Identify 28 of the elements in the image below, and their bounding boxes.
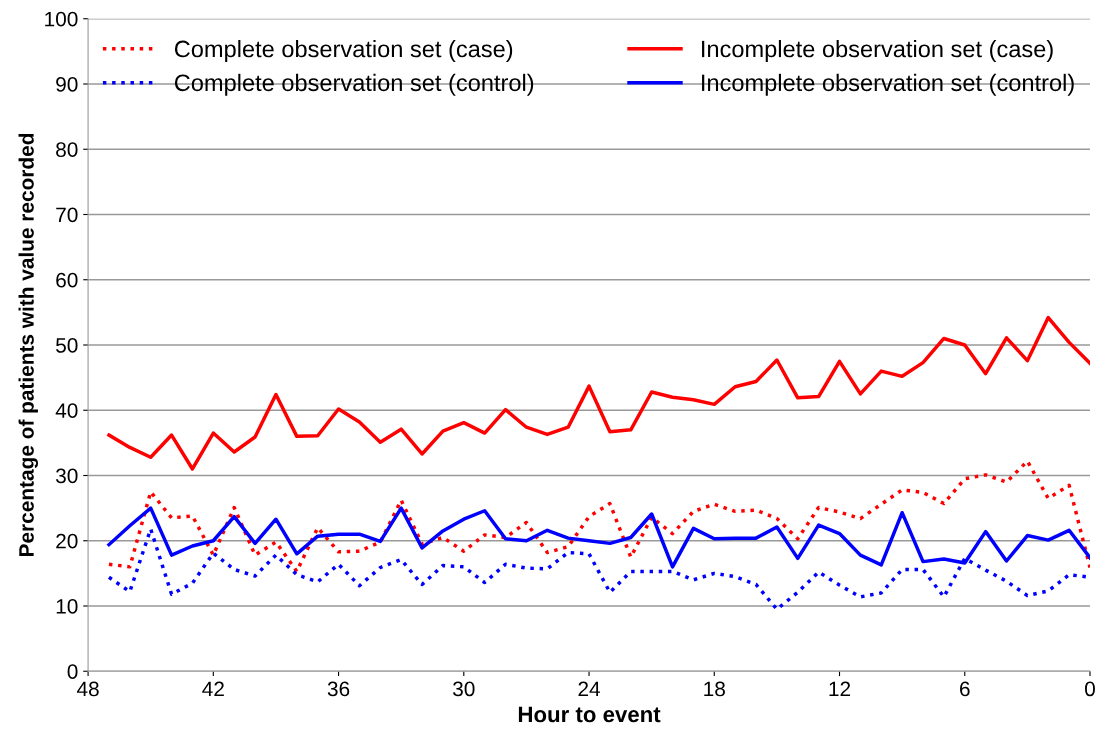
y-tick-label: 60 xyxy=(56,272,78,288)
x-tick-label: 6 xyxy=(960,681,970,697)
y-tick-label: 30 xyxy=(55,468,78,484)
x-tick-label: 30 xyxy=(453,681,475,697)
x-tick-label: 48 xyxy=(76,681,99,697)
x-tick-label: 0 xyxy=(1085,681,1095,697)
y-tick-label: 50 xyxy=(56,338,78,353)
y-axis-title: Percentage of patients with value recorded xyxy=(18,133,39,557)
legend-label: Incomplete observation set (case) xyxy=(702,40,1053,63)
y-tick-label: 0 xyxy=(67,664,78,679)
x-tick-label: 18 xyxy=(704,681,725,697)
legend-label: Incomplete observation set (control) xyxy=(702,73,1074,96)
x-tick-label: 36 xyxy=(327,681,350,697)
y-tick-label: 20 xyxy=(56,533,78,549)
y-tick-label: 100 xyxy=(45,11,78,27)
x-axis-title: Hour to event xyxy=(518,706,661,723)
y-tick-label: 70 xyxy=(56,207,78,223)
y-tick-label: 80 xyxy=(56,142,78,157)
line-series xyxy=(107,459,1090,574)
x-tick-label: 12 xyxy=(829,681,851,697)
legend-label: Complete observation set (case) xyxy=(174,40,513,63)
x-tick-label: 24 xyxy=(578,681,601,697)
legend-label: Complete observation set (control) xyxy=(174,73,534,96)
x-tick-label: 42 xyxy=(202,681,224,697)
y-tick-label: 90 xyxy=(56,77,78,92)
y-tick-label: 10 xyxy=(56,599,78,614)
line-series xyxy=(107,315,1090,471)
y-tick-label: 40 xyxy=(55,403,78,418)
